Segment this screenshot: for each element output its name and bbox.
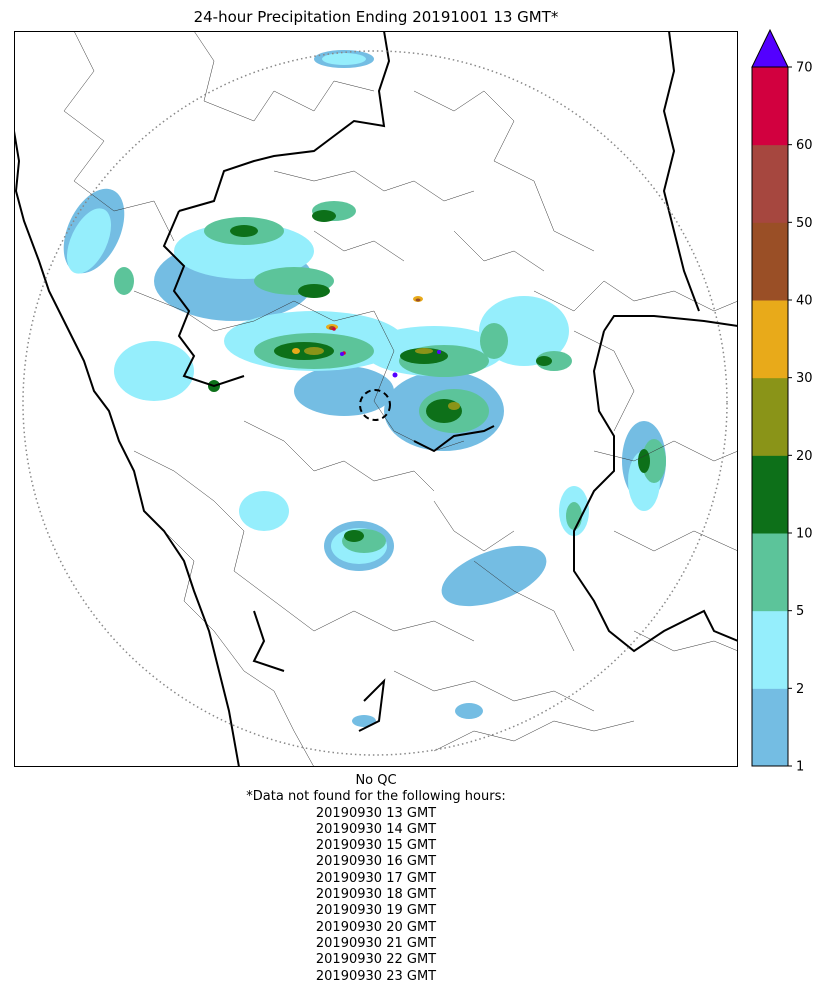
missing-hour: 20190930 14 GMT bbox=[315, 821, 437, 837]
missing-hour: 20190930 17 GMT bbox=[315, 870, 437, 886]
missing-hour: 20190930 13 GMT bbox=[315, 805, 437, 821]
radar-site-marker bbox=[359, 389, 391, 421]
colorbar-segment bbox=[752, 67, 788, 146]
map-title: 24-hour Precipitation Ending 20191001 13… bbox=[193, 8, 559, 26]
missing-hour: 20190930 16 GMT bbox=[315, 854, 437, 870]
state-boundaries bbox=[14, 31, 738, 767]
missing-hour: 20190930 15 GMT bbox=[315, 838, 437, 854]
qc-note: No QC bbox=[355, 773, 397, 788]
colorbar-segment bbox=[752, 533, 788, 612]
missing-hour: 20190930 18 GMT bbox=[315, 887, 437, 903]
colorbar-tick-label: 50 bbox=[796, 216, 813, 231]
colorbar-segment bbox=[752, 610, 788, 689]
colorbar-tick-label: 10 bbox=[796, 527, 813, 542]
colorbar-segment bbox=[752, 144, 788, 223]
missing-hour: 20190930 19 GMT bbox=[315, 903, 437, 919]
colorbar-tick-label: 5 bbox=[796, 604, 804, 619]
missing-hour: 20190930 21 GMT bbox=[315, 935, 437, 951]
radar-range-ring bbox=[22, 50, 728, 756]
missing-data-note: *Data not found for the following hours: bbox=[246, 789, 506, 805]
colorbar-tick-label: 2 bbox=[796, 682, 804, 697]
colorbar-tick-label: 60 bbox=[796, 138, 813, 153]
colorbar-segment bbox=[752, 377, 788, 456]
colorbar-segment bbox=[752, 222, 788, 301]
colorbar-segment bbox=[752, 688, 788, 767]
precipitation-map bbox=[14, 31, 738, 767]
missing-hours-list: 20190930 13 GMT 20190930 14 GMT 20190930 1… bbox=[14, 806, 738, 985]
missing-hour: 20190930 20 GMT bbox=[315, 919, 437, 935]
colorbar-frame bbox=[751, 66, 789, 767]
colorbar-tick-label: 40 bbox=[796, 294, 813, 309]
colorbar-tick-label: 1 bbox=[796, 760, 804, 775]
colorbar-canvas: 1 2 5 10 20 30 40 50 60 70 bbox=[751, 28, 813, 775]
map-canvas bbox=[14, 31, 738, 767]
colorbar-segment bbox=[752, 300, 788, 379]
missing-hour: 20190930 23 GMT bbox=[315, 968, 437, 984]
colorbar-tick-label: 30 bbox=[796, 371, 813, 386]
footer-notes: No QC *Data not found for the following … bbox=[14, 773, 738, 985]
colorbar-tick-label: 20 bbox=[796, 449, 813, 464]
map-frame bbox=[14, 31, 738, 767]
colorbar-over-arrow bbox=[751, 28, 789, 68]
colorbar-tick-label: 70 bbox=[796, 61, 813, 76]
colorbar: 1 2 5 10 20 30 40 50 60 70 bbox=[750, 28, 825, 775]
precipitation-field bbox=[63, 50, 666, 727]
colorbar-segment bbox=[752, 455, 788, 534]
district-boundaries bbox=[63, 31, 738, 767]
missing-hour: 20190930 22 GMT bbox=[315, 952, 437, 968]
